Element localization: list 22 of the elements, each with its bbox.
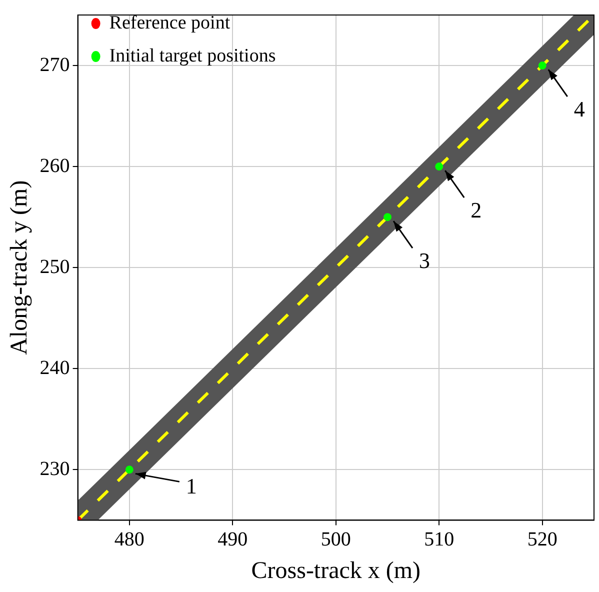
y-axis-title: Along-track y (m) [6,180,33,355]
point [538,62,546,70]
x-tick-label: 500 [320,528,351,550]
annotation: 2 [470,197,482,222]
y-tick-label: 270 [40,54,70,76]
annotation: 1 [186,473,197,498]
legend-label: Initial target positions [109,45,276,66]
x-tick-label: 480 [114,528,144,550]
x-tick-label: 520 [527,528,558,550]
x-tick-label: 510 [424,528,454,550]
point [384,213,392,222]
annotation: 4 [574,96,585,122]
x-axis-title: Cross-track x (m) [251,558,421,584]
y-tick-label: 230 [40,458,70,480]
point [125,466,134,474]
point [435,162,444,171]
x-tick-label: 490 [218,528,248,550]
annotation: 3 [419,248,430,273]
y-tick-label: 260 [40,154,70,177]
y-tick-label: 240 [40,356,70,379]
legend-label: Reference point [109,12,231,34]
y-tick-label: 250 [40,256,70,278]
